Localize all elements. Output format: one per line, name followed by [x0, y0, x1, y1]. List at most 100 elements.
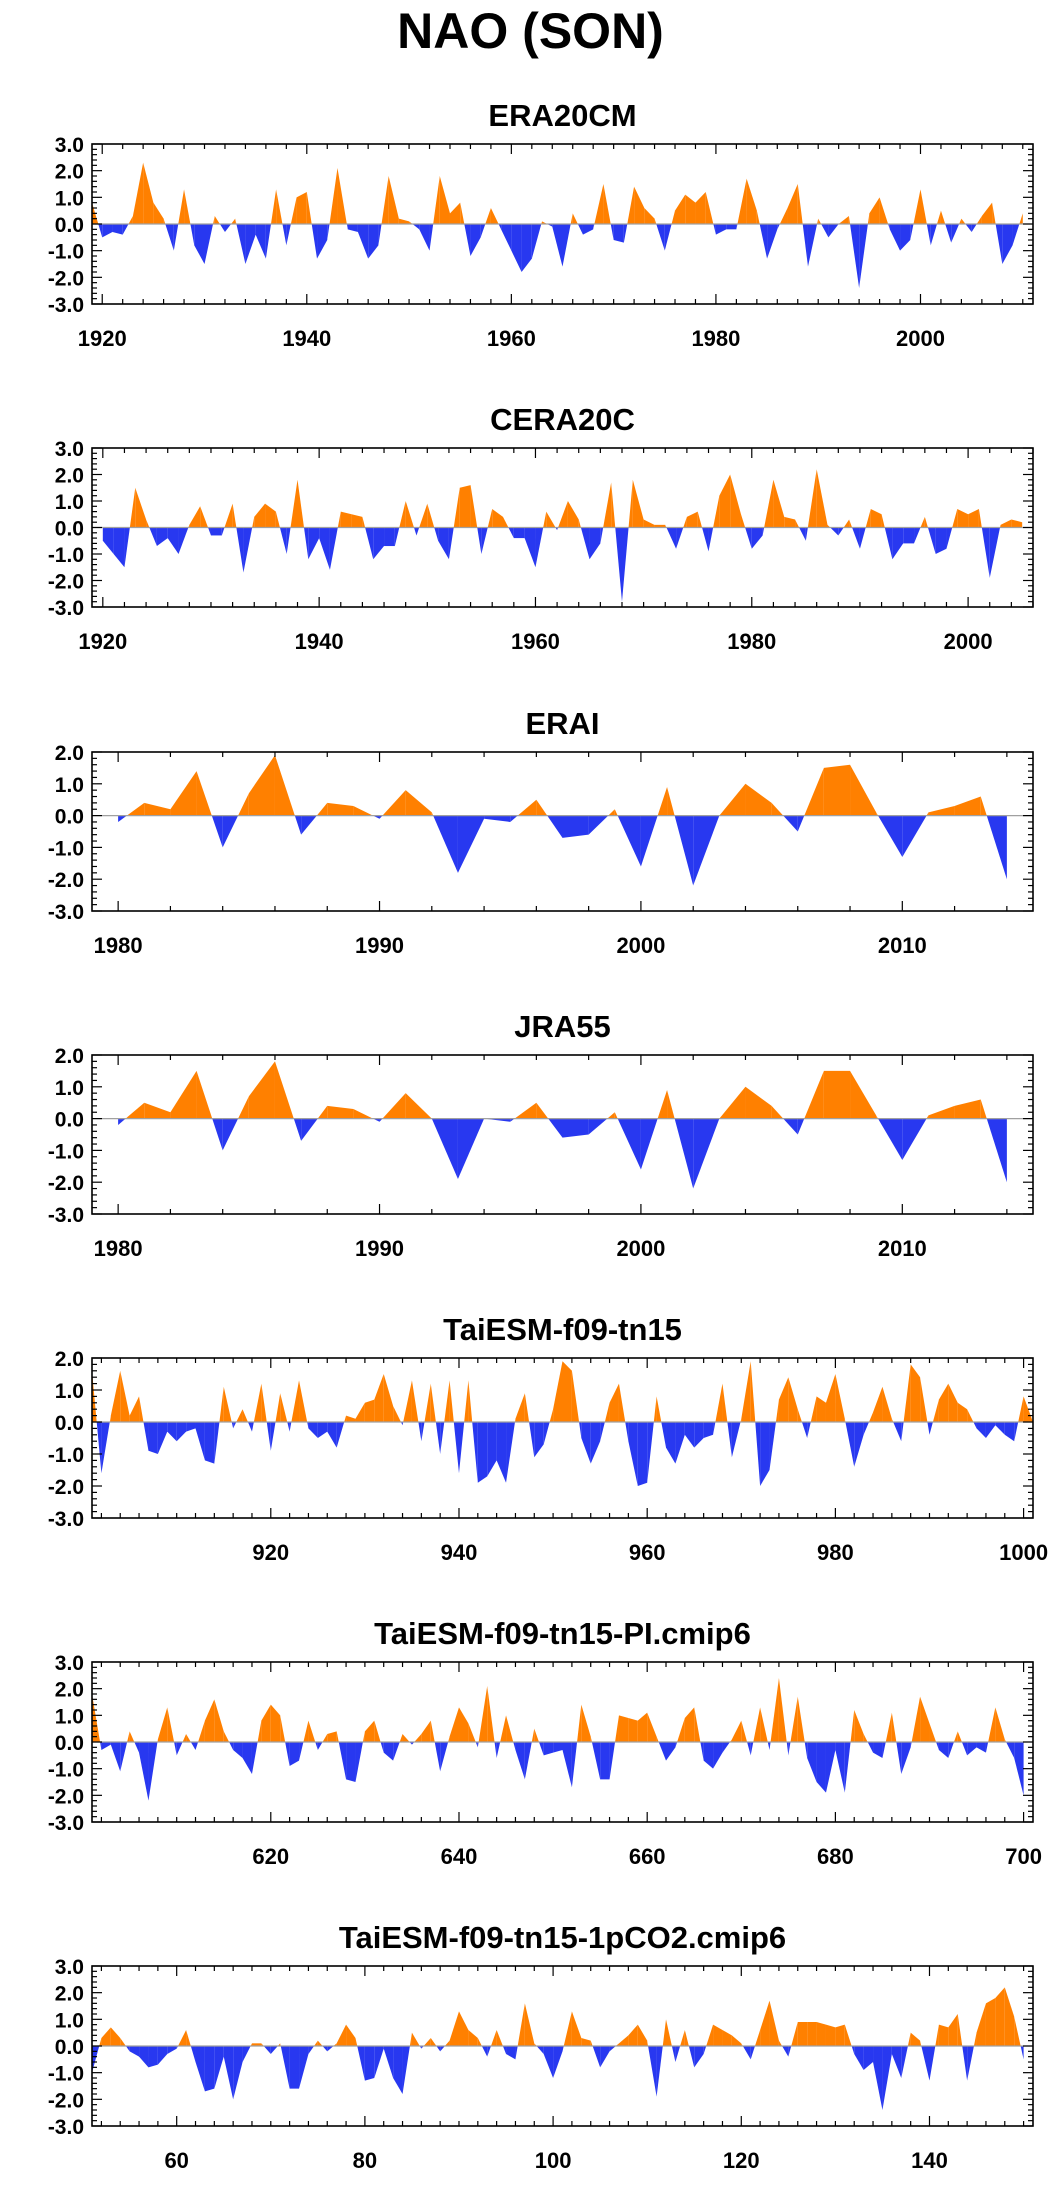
positive-area-segment — [764, 479, 774, 528]
negative-area-segment — [379, 1118, 383, 1122]
x-tick-label: 100 — [535, 2148, 572, 2173]
positive-area-segment — [913, 189, 921, 224]
positive-area-segment — [340, 511, 352, 528]
negative-area-segment — [487, 2046, 491, 2057]
positive-area-segment — [503, 516, 509, 528]
positive-area-segment — [784, 516, 796, 528]
negative-area-segment — [285, 1742, 290, 1766]
negative-area-segment — [742, 2046, 751, 2060]
negative-area-segment — [510, 1118, 515, 1122]
negative-area-segment — [797, 1118, 805, 1135]
positive-area-segment — [654, 218, 657, 224]
positive-area-segment — [844, 2024, 852, 2046]
y-tick-label: -2.0 — [48, 1785, 84, 1808]
negative-area-segment — [157, 2046, 168, 2065]
negative-area-segment — [854, 2046, 864, 2070]
positive-area-segment — [382, 1093, 406, 1119]
negative-area-segment — [134, 1742, 140, 1753]
negative-area-segment — [946, 527, 953, 549]
negative-area-segment — [637, 1422, 648, 1486]
negative-area-segment — [458, 1422, 465, 1474]
positive-area-segment — [487, 1686, 495, 1742]
negative-area-segment — [873, 2046, 883, 2110]
positive-area-segment — [810, 1396, 817, 1422]
negative-area-segment — [513, 1742, 516, 1750]
negative-area-segment — [379, 815, 383, 819]
negative-area-segment — [346, 1742, 356, 1782]
negative-area-segment — [173, 224, 179, 251]
negative-area-segment — [286, 224, 291, 246]
positive-area-segment — [713, 2024, 723, 2046]
positive-area-segment — [881, 514, 885, 528]
positive-area-segment — [771, 802, 784, 816]
negative-area-segment — [308, 1422, 318, 1438]
negative-area-segment — [120, 1742, 128, 1772]
positive-area-segment — [478, 1686, 488, 1742]
y-tick-label: -1.0 — [48, 544, 84, 567]
negative-area-segment — [878, 1118, 903, 1160]
positive-area-segment — [322, 1734, 328, 1742]
negative-area-segment — [498, 224, 502, 230]
positive-area-segment — [823, 1070, 851, 1119]
positive-area-segment — [980, 1099, 987, 1119]
negative-area-segment — [195, 1422, 205, 1461]
negative-area-segment — [882, 1742, 886, 1758]
positive-area-segment — [336, 1731, 339, 1742]
negative-area-segment — [901, 1422, 904, 1442]
negative-area-segment — [536, 2046, 544, 2054]
negative-area-segment — [453, 1422, 459, 1474]
positive-area-segment — [952, 508, 958, 528]
negative-area-segment — [223, 2046, 234, 2100]
positive-area-segment — [870, 508, 882, 528]
positive-area-segment — [146, 519, 150, 528]
positive-area-segment — [398, 218, 410, 224]
negative-area-segment — [845, 1422, 855, 1467]
positive-area-segment — [157, 1707, 168, 1742]
negative-area-segment — [364, 2046, 375, 2081]
panel-6: TaiESM-f09-tn15-PI.cmip6 3.0 2.0 1.0 0.0 -1.0… — [48, 1616, 1042, 1869]
x-tick-label: 80 — [353, 2148, 377, 2173]
negative-area-segment — [480, 224, 486, 238]
negative-area-segment — [609, 1742, 616, 1780]
negative-area-segment — [409, 1742, 412, 1745]
negative-area-segment — [859, 224, 868, 288]
negative-area-segment — [280, 2046, 290, 2089]
negative-area-segment — [825, 1742, 836, 1793]
positive-area-segment — [129, 1731, 135, 1742]
negative-area-segment — [628, 1422, 638, 1486]
x-tick-label: 1980 — [727, 629, 776, 654]
negative-area-segment — [684, 1422, 695, 1448]
negative-area-segment — [666, 1422, 676, 1464]
y-tick-label: 2.0 — [55, 1983, 84, 2006]
positive-area-segment — [628, 479, 633, 528]
positive-area-segment — [978, 508, 982, 528]
negative-area-segment — [317, 1422, 328, 1438]
negative-area-segment — [317, 1742, 323, 1750]
positive-area-segment — [938, 1383, 949, 1422]
panel-title: ERAI — [525, 706, 599, 741]
positive-area-segment — [932, 1399, 939, 1422]
negative-area-segment — [1002, 224, 1013, 264]
negative-area-segment — [301, 815, 317, 835]
negative-area-segment — [440, 1422, 445, 1454]
positive-area-segment — [779, 208, 788, 224]
negative-area-segment — [889, 224, 901, 251]
positive-area-segment — [563, 2011, 572, 2046]
positive-area-segment — [615, 1715, 619, 1742]
negative-area-segment — [851, 2046, 855, 2054]
positive-area-segment — [333, 2043, 337, 2046]
negative-area-segment — [995, 1422, 1005, 1435]
positive-area-segment — [741, 1361, 751, 1422]
x-tick-label: 1980 — [94, 1236, 143, 1261]
negative-area-segment — [948, 1742, 954, 1758]
negative-area-segment — [938, 1742, 949, 1758]
negative-area-segment — [873, 1742, 883, 1758]
positive-area-segment — [490, 2030, 497, 2046]
negative-area-segment — [372, 1118, 380, 1122]
positive-area-segment — [344, 1415, 347, 1422]
y-tick-label: 3.0 — [55, 438, 84, 461]
positive-area-segment — [973, 2032, 977, 2046]
negative-area-segment — [327, 224, 330, 240]
negative-area-segment — [967, 2046, 974, 2081]
positive-area-segment — [607, 1112, 615, 1119]
